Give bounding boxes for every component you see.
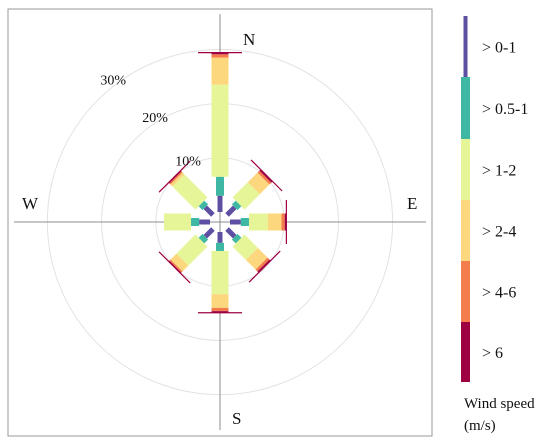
legend-swatch-1-2 [461, 139, 470, 200]
cap-line-ne [250, 159, 283, 192]
cap-line-se [248, 250, 281, 283]
bar-s-1-2 [211, 250, 229, 295]
bar-sw-2-4 [170, 253, 189, 272]
legend: > 0-1 > 0.5-1 > 1-2 > 2-4 > 4-6 > 6 Wind speed… [461, 16, 535, 434]
direction-nw [158, 160, 215, 217]
legend-swatch-4-6 [461, 261, 470, 322]
bar-n-0-1 [217, 195, 223, 212]
legend-swatch-2-4 [461, 200, 470, 261]
radial-tick-labels: 10% 20% 30% [100, 73, 201, 169]
bar-se-2-4 [245, 247, 268, 270]
direction-s [198, 232, 242, 314]
wind-bars [158, 52, 287, 314]
legend-swatch-6 [461, 322, 470, 382]
bar-ne-0-5-1 [231, 200, 242, 211]
bar-ne-0-1 [225, 205, 237, 217]
bar-n-2-4 [211, 57, 229, 85]
legend-label: > 1-2 [482, 163, 516, 180]
bar-sw-0-5-1 [198, 233, 209, 244]
bar-s-6 [211, 311, 229, 313]
legend-swatch-0-1 [463, 16, 468, 77]
legend-label: > 0.5-1 [482, 101, 528, 118]
legend-label: > 2-4 [482, 224, 516, 241]
bar-w-1-2 [163, 213, 192, 231]
bar-e-0-1 [230, 219, 241, 225]
radial-tick-label: 20% [142, 111, 168, 126]
cap-line-sw [158, 251, 191, 284]
bar-nw-4-6 [169, 171, 183, 185]
bar-ne-2-4 [247, 172, 270, 195]
bar-se-0-1 [225, 227, 237, 239]
cardinal-label-s: S [232, 409, 241, 428]
cardinal-labels: N E S W [22, 30, 417, 428]
bar-se-0-5-1 [231, 233, 242, 244]
direction-w [163, 213, 210, 231]
bar-n-4-6 [211, 54, 229, 58]
cardinal-label-n: N [243, 30, 255, 49]
legend-label: > 0-1 [482, 40, 516, 57]
direction-se [225, 227, 281, 283]
bar-nw-1-2 [172, 174, 208, 210]
legend-title: Wind speed [464, 396, 535, 412]
legend-unit: (m/s) [464, 418, 496, 434]
direction-n [198, 52, 242, 212]
bar-n-0-5-1 [216, 176, 224, 196]
direction-e [230, 200, 287, 244]
bar-nw-0-5-1 [198, 200, 209, 211]
bar-nw-2-4 [170, 172, 185, 187]
bar-se-6 [257, 259, 271, 273]
bar-ne-6 [259, 169, 273, 183]
radial-tick-label: 30% [100, 73, 126, 88]
bar-se-4-6 [255, 257, 270, 272]
bar-s-4-6 [211, 307, 229, 312]
cardinal-label-w: W [22, 194, 39, 213]
cardinal-label-e: E [407, 194, 417, 213]
bar-w-0-1 [199, 219, 210, 225]
bar-sw-4-6 [169, 259, 183, 273]
bar-ne-4-6 [257, 170, 272, 185]
bar-sw-1-2 [176, 234, 208, 266]
legend-label: > 4-6 [482, 285, 516, 302]
bar-n-6 [211, 52, 229, 55]
bar-s-2-4 [211, 294, 229, 308]
bar-s-0-1 [217, 232, 223, 243]
bar-e-0-5-1 [240, 218, 249, 226]
bar-s-0-5-1 [216, 242, 224, 251]
bar-e-2-4 [267, 213, 282, 231]
bar-se-1-2 [232, 234, 258, 260]
direction-ne [225, 159, 283, 217]
bar-e-1-2 [248, 213, 268, 231]
bar-ne-1-2 [232, 182, 260, 210]
legend-swatch-0-5-1 [461, 77, 470, 139]
bar-nw-0-1 [203, 205, 215, 217]
radial-tick-label: 10% [175, 155, 201, 170]
bar-n-1-2 [211, 84, 229, 177]
cap-line-nw [158, 160, 191, 193]
bar-sw-0-1 [203, 227, 215, 239]
bar-w-0-5-1 [191, 218, 200, 226]
legend-label: > 6 [482, 345, 503, 362]
direction-sw [158, 227, 215, 284]
bar-e-4-6 [281, 213, 285, 231]
